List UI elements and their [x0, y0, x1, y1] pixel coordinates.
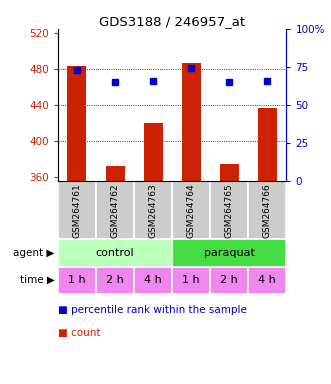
Text: paraquat: paraquat [204, 248, 255, 258]
Text: 4 h: 4 h [144, 275, 162, 285]
Text: ■ count: ■ count [58, 328, 100, 338]
Bar [248, 266, 286, 294]
Text: 1 h: 1 h [68, 275, 86, 285]
Text: 2 h: 2 h [220, 275, 238, 285]
Bar [210, 266, 248, 294]
Text: GSM264762: GSM264762 [111, 183, 119, 238]
Text: 2 h: 2 h [106, 275, 124, 285]
Bar [210, 181, 248, 239]
Bar [258, 108, 277, 181]
Bar [182, 63, 201, 181]
Bar [58, 266, 96, 294]
Text: GSM264763: GSM264763 [149, 183, 158, 238]
Bar [96, 181, 134, 239]
Text: 4 h: 4 h [259, 275, 276, 285]
Bar [248, 181, 286, 239]
Text: GSM264766: GSM264766 [263, 183, 272, 238]
Text: ■ percentile rank within the sample: ■ percentile rank within the sample [58, 305, 247, 315]
Bar [220, 164, 239, 181]
Bar [134, 266, 172, 294]
Text: control: control [96, 248, 134, 258]
Text: GSM264765: GSM264765 [225, 183, 234, 238]
Text: 1 h: 1 h [182, 275, 200, 285]
Bar [172, 266, 210, 294]
Text: agent ▶: agent ▶ [13, 248, 55, 258]
Bar [172, 181, 210, 239]
Bar [172, 239, 286, 266]
Text: time ▶: time ▶ [20, 275, 55, 285]
Text: GSM264761: GSM264761 [72, 183, 81, 238]
Bar [144, 123, 163, 181]
Bar [106, 166, 124, 181]
Bar [58, 181, 96, 239]
Text: GSM264764: GSM264764 [187, 183, 196, 238]
Bar [96, 266, 134, 294]
Bar [134, 181, 172, 239]
Title: GDS3188 / 246957_at: GDS3188 / 246957_at [99, 15, 245, 28]
Bar [68, 66, 86, 181]
Bar [58, 239, 172, 266]
